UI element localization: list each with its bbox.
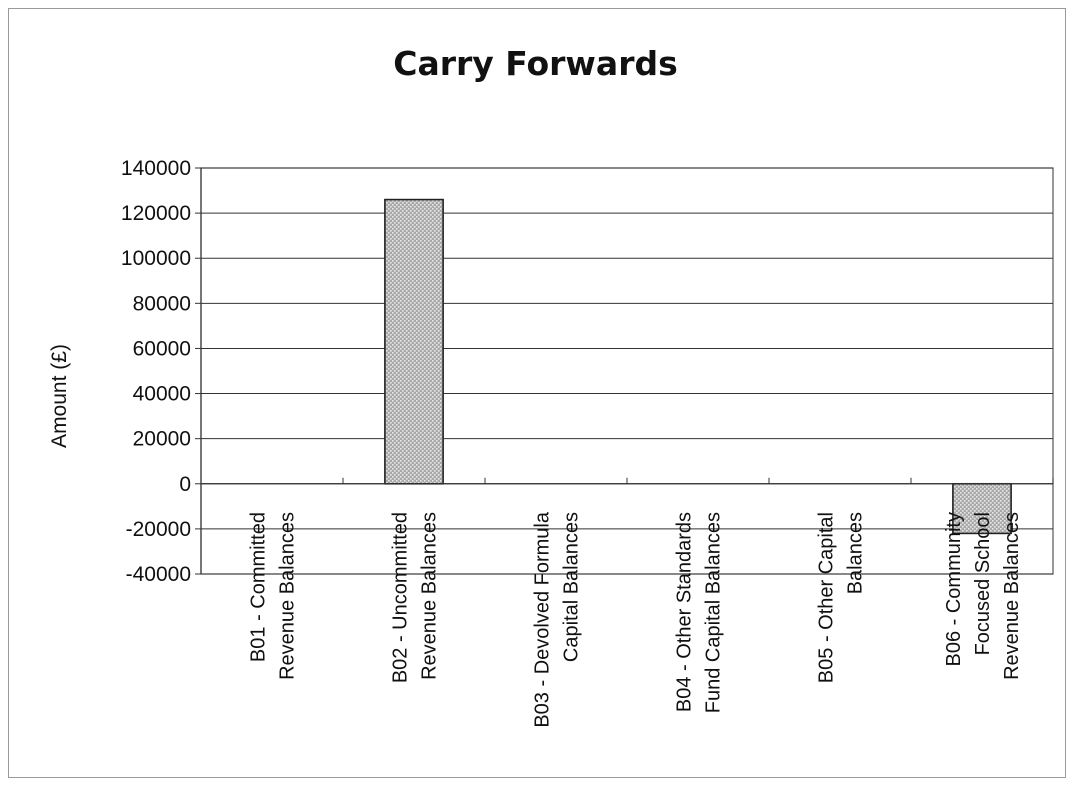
y-tick-label: 20000 — [133, 428, 191, 451]
y-axis-title: Amount (£) — [48, 344, 71, 448]
x-category-label: Balances — [845, 512, 867, 594]
y-tick-label: 140000 — [121, 157, 191, 180]
chart-title: Carry Forwards — [393, 44, 678, 83]
x-category-label: B01 - Committed — [248, 512, 270, 662]
x-category-label: B02 - Uncommitted — [390, 512, 412, 683]
x-category-label: B04 - Other Standards — [674, 512, 696, 712]
plot-area — [200, 167, 1054, 575]
x-category-label: B05 - Other Capital — [816, 512, 838, 683]
y-tick-label: 120000 — [121, 202, 191, 225]
y-tick-label: 60000 — [133, 337, 191, 360]
y-tick-label: -20000 — [126, 518, 191, 541]
y-tick-label: 40000 — [133, 383, 191, 406]
x-category-label: B03 - Devolved Formula — [532, 511, 554, 728]
y-tick-label: 0 — [179, 473, 191, 496]
x-category-label: Revenue Balances — [1001, 512, 1023, 680]
x-category-label: Focused School — [972, 512, 994, 655]
x-category-label: Capital Balances — [561, 512, 583, 662]
x-category-label: Revenue Balances — [277, 512, 299, 680]
y-tick-label: -40000 — [126, 563, 191, 586]
y-tick-label: 80000 — [133, 292, 191, 315]
x-category-label: Fund Capital Balances — [703, 512, 725, 713]
bar — [952, 482, 1012, 535]
x-category-label: B06 - Community — [943, 512, 965, 667]
chart-frame — [8, 8, 1066, 778]
x-category-label: Revenue Balances — [419, 512, 441, 680]
y-tick-label: 100000 — [121, 247, 191, 270]
bar — [384, 198, 444, 485]
